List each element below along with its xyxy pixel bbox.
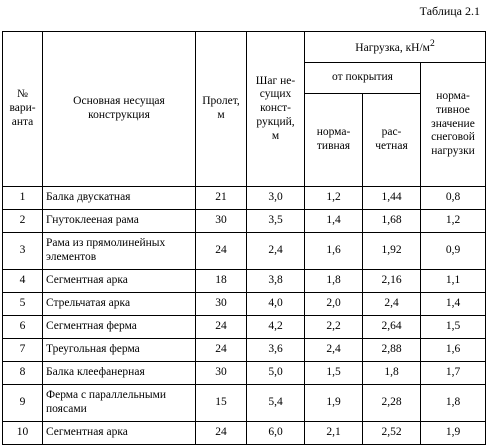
cell-structure: Балка двускатная xyxy=(42,186,196,210)
header-normative: норма- тивная xyxy=(304,93,363,187)
table-row: 3 Рама из прямолинейных элементов 24 2,4 1,6… xyxy=(2,232,487,270)
cell-design: 2,52 xyxy=(362,421,421,445)
table-row: 7 Треугольная ферма 24 3,6 2,4 2,88 1,6 xyxy=(2,338,487,362)
header-snow: норма- тивное значение снеговой нагрузки xyxy=(419,62,487,187)
cell-variant: 1 xyxy=(2,186,43,210)
loads-table: № вари- анта Основная несущая конструкци… xyxy=(2,31,487,445)
cell-span: 18 xyxy=(195,269,247,293)
cell-design: 2,16 xyxy=(362,269,421,293)
cell-snow: 1,9 xyxy=(419,421,487,445)
header-step: Шаг не- сущих конст- рукций, м xyxy=(246,31,305,187)
cell-variant: 7 xyxy=(2,338,43,362)
cell-snow: 0,9 xyxy=(419,232,487,270)
cell-step: 3,6 xyxy=(246,338,305,362)
header-span: Пролет, м xyxy=(195,31,247,187)
cell-variant: 4 xyxy=(2,269,43,293)
cell-variant: 3 xyxy=(2,232,43,270)
header-load: Нагрузка, кН/м2 xyxy=(303,31,487,63)
table-row: 6 Сегментная ферма 24 4,2 2,2 2,64 1,5 xyxy=(2,315,487,339)
cell-normative: 1,9 xyxy=(304,384,363,422)
table-row: 1 Балка двускатная 21 3,0 1,2 1,44 0,8 xyxy=(2,186,487,210)
cell-design: 1,8 xyxy=(362,361,421,385)
cell-design: 2,28 xyxy=(362,384,421,422)
cell-span: 24 xyxy=(195,421,247,445)
cell-structure: Сегментная ферма xyxy=(42,315,196,339)
cell-design: 2,64 xyxy=(362,315,421,339)
cell-design: 1,92 xyxy=(362,232,421,270)
cell-step: 3,0 xyxy=(246,186,305,210)
table-row: 10 Сегментная арка 24 6,0 2,1 2,52 1,9 xyxy=(2,421,487,445)
cell-normative: 2,4 xyxy=(304,338,363,362)
cell-normative: 1,2 xyxy=(304,186,363,210)
cell-span: 30 xyxy=(195,361,247,385)
table-caption: Таблица 2.1 xyxy=(419,4,480,18)
cell-design: 1,68 xyxy=(362,209,421,233)
cell-variant: 9 xyxy=(2,384,43,422)
cell-normative: 2,1 xyxy=(304,421,363,445)
cell-structure: Сегментная арка xyxy=(42,269,196,293)
cell-snow: 1,6 xyxy=(419,338,487,362)
cell-step: 3,8 xyxy=(246,269,305,293)
header-structure: Основная несущая конструкция xyxy=(42,31,196,187)
cell-span: 15 xyxy=(195,384,247,422)
cell-snow: 1,4 xyxy=(419,292,487,316)
cell-normative: 1,8 xyxy=(304,269,363,293)
cell-design: 2,88 xyxy=(362,338,421,362)
cell-variant: 8 xyxy=(2,361,43,385)
cell-snow: 1,1 xyxy=(419,269,487,293)
cell-structure: Рама из прямолинейных элементов xyxy=(42,232,196,270)
cell-span: 24 xyxy=(195,315,247,339)
header-variant: № вари- анта xyxy=(2,31,43,187)
cell-structure: Сегментная арка xyxy=(42,421,196,445)
cell-span: 24 xyxy=(195,232,247,270)
cell-span: 30 xyxy=(195,209,247,233)
cell-normative: 1,6 xyxy=(304,232,363,270)
cell-step: 4,0 xyxy=(246,292,305,316)
cell-variant: 6 xyxy=(2,315,43,339)
table-row: 2 Гнутоклееная рама 30 3,5 1,4 1,68 1,2 xyxy=(2,209,487,233)
cell-normative: 2,0 xyxy=(304,292,363,316)
header-roof: от покрытия xyxy=(304,62,421,94)
cell-variant: 2 xyxy=(2,209,43,233)
cell-structure: Треугольная ферма xyxy=(42,338,196,362)
table-row: 9 Ферма с параллельными поясами 15 5,4 1,9 2,… xyxy=(2,384,487,422)
cell-structure: Стрельчатая арка xyxy=(42,292,196,316)
cell-step: 5,4 xyxy=(246,384,305,422)
cell-structure: Балка клеефанерная xyxy=(42,361,196,385)
cell-span: 21 xyxy=(195,186,247,210)
cell-snow: 0,8 xyxy=(419,186,487,210)
cell-snow: 1,5 xyxy=(419,315,487,339)
cell-variant: 5 xyxy=(2,292,43,316)
table-row: 8 Балка клеефанерная 30 5,0 1,5 1,8 1,7 xyxy=(2,361,487,385)
cell-step: 4,2 xyxy=(246,315,305,339)
cell-normative: 1,4 xyxy=(304,209,363,233)
cell-snow: 1,8 xyxy=(419,384,487,422)
header-design: рас- четная xyxy=(362,93,421,187)
table-row: 4 Сегментная арка 18 3,8 1,8 2,16 1,1 xyxy=(2,269,487,293)
cell-step: 3,5 xyxy=(246,209,305,233)
cell-design: 2,4 xyxy=(362,292,421,316)
cell-normative: 1,5 xyxy=(304,361,363,385)
cell-variant: 10 xyxy=(2,421,43,445)
cell-design: 1,44 xyxy=(362,186,421,210)
cell-snow: 1,7 xyxy=(419,361,487,385)
cell-step: 2,4 xyxy=(246,232,305,270)
cell-span: 24 xyxy=(195,338,247,362)
table-row: 5 Стрельчатая арка 30 4,0 2,0 2,4 1,4 xyxy=(2,292,487,316)
cell-step: 5,0 xyxy=(246,361,305,385)
cell-snow: 1,2 xyxy=(419,209,487,233)
cell-step: 6,0 xyxy=(246,421,305,445)
cell-normative: 2,2 xyxy=(304,315,363,339)
cell-span: 30 xyxy=(195,292,247,316)
cell-structure: Ферма с параллельными поясами xyxy=(42,384,196,422)
cell-structure: Гнутоклееная рама xyxy=(42,209,196,233)
